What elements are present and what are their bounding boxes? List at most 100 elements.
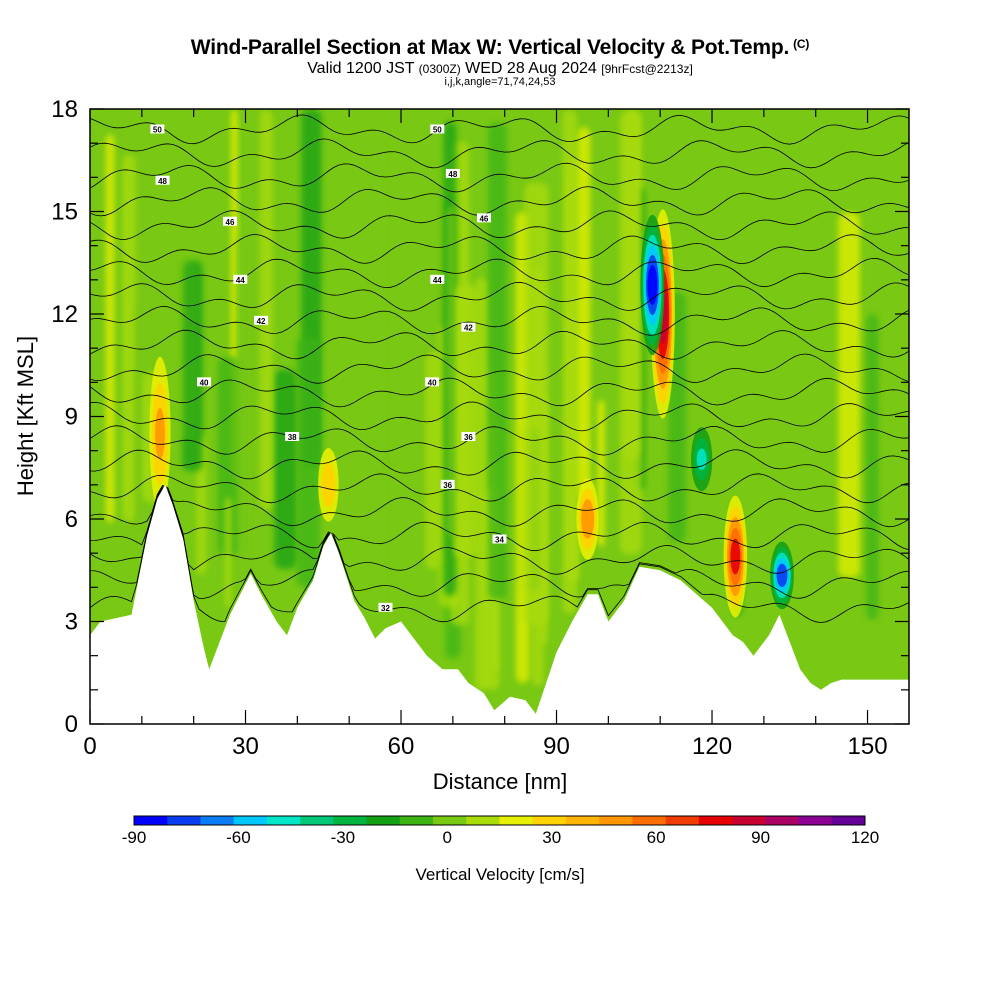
copyright-mark: (C) <box>793 37 810 51</box>
plot-area: 32 34 36 36 38 40 40 42 42 44 44 46 46 48 48 50 50 <box>90 109 909 724</box>
x-tick-label: 90 <box>543 733 570 760</box>
theta-contour-line <box>90 377 909 408</box>
theta-label: 44 <box>433 276 442 285</box>
theta-contour-line <box>90 487 909 575</box>
colorbar-swatch <box>366 816 401 825</box>
theta-label: 42 <box>257 317 266 326</box>
theta-label: 36 <box>464 433 473 442</box>
updraft-core <box>155 407 165 460</box>
colorbar-swatch <box>399 816 434 825</box>
velocity-band <box>105 134 115 523</box>
theta-label-bg <box>461 322 476 332</box>
velocity-band <box>259 109 273 510</box>
colorbar <box>133 815 866 826</box>
axis-ticks <box>89 108 909 725</box>
colorbar-swatch <box>333 816 367 825</box>
colorbar-tick-label: -90 <box>122 828 147 847</box>
theta-label-bg <box>492 534 507 544</box>
theta-contour-line <box>90 473 909 504</box>
theta-contour-line <box>90 401 909 432</box>
theta-label-bg <box>222 216 237 226</box>
velocity-band <box>182 260 203 472</box>
colorbar-label: Vertical Velocity [cm/s] <box>415 865 584 884</box>
velocity-band <box>624 109 640 459</box>
y-tick-label: 15 <box>51 199 78 226</box>
theta-label-bg <box>430 124 445 134</box>
velocity-band <box>577 126 591 498</box>
velocity-band <box>196 435 207 576</box>
theta-contour-line <box>90 449 909 480</box>
theta-label: 36 <box>443 481 452 490</box>
theta-contour-line <box>90 489 909 623</box>
x-tick-label: 120 <box>692 733 732 760</box>
velocity-band <box>488 122 508 600</box>
theta-contour-line <box>90 281 909 312</box>
colorbar-swatch <box>266 816 301 825</box>
theta-contour-line <box>90 488 909 599</box>
x-tick-label: 0 <box>83 733 96 760</box>
theta-contour-line <box>90 425 909 456</box>
theta-label-bg <box>254 315 269 325</box>
theta-contour-line <box>90 257 909 289</box>
colorbar-swatch <box>665 816 700 825</box>
theta-label: 34 <box>495 536 504 545</box>
theta-contour-line <box>90 486 909 552</box>
theta-label-bg <box>233 274 248 284</box>
y-tick-label: 0 <box>65 711 78 738</box>
colorbar-tick-label: -60 <box>226 828 251 847</box>
theta-label: 40 <box>428 378 437 387</box>
colorbar-swatch <box>565 816 600 825</box>
velocity-band <box>866 313 879 620</box>
theta-label-bg <box>476 213 491 223</box>
chart-valid-time: Valid 1200 JST (0300Z) WED 28 Aug 2024 [… <box>307 60 693 77</box>
theta-label: 46 <box>226 218 235 227</box>
theta-contour-line <box>90 353 909 384</box>
theta-label-bg <box>378 602 393 612</box>
x-tick-label: 30 <box>232 733 259 760</box>
y-tick-label: 6 <box>65 506 78 533</box>
theta-label-bg <box>425 377 440 387</box>
colorbar-swatch <box>798 816 833 825</box>
chart-title: Wind-Parallel Section at Max W: Vertical… <box>190 36 810 59</box>
velocity-band <box>562 109 577 614</box>
x-tick-label: 60 <box>388 733 415 760</box>
theta-label-bg <box>150 124 165 134</box>
theta-contour-line <box>90 162 909 193</box>
x-axis-label: Distance [nm] <box>433 769 568 794</box>
y-axis-label: Height [Kft MSL] <box>13 336 38 496</box>
chart-grid-indices: i,j,k,angle=71,74,24,53 <box>444 76 556 88</box>
velocity-band <box>371 142 385 625</box>
y-tick-label: 18 <box>51 96 78 123</box>
theta-contour-line <box>90 305 909 336</box>
y-tick-label: 3 <box>65 609 78 636</box>
velocity-band <box>597 399 605 548</box>
velocity-band <box>122 154 136 523</box>
theta-contour-line <box>90 186 909 217</box>
colorbar-tick-label: 90 <box>751 828 770 847</box>
velocity-band <box>425 351 442 570</box>
colorbar-frame <box>133 815 866 826</box>
theta-label-bg <box>440 479 455 489</box>
colorbar-swatch <box>233 816 268 825</box>
colorbar-tick-label: 120 <box>851 828 879 847</box>
updraft-core <box>730 538 741 575</box>
colorbar-swatch <box>599 816 633 825</box>
x-tick-label: 150 <box>848 733 888 760</box>
theta-contour-line <box>90 114 909 145</box>
downdraft-core <box>647 264 658 306</box>
velocity-band <box>474 277 489 691</box>
colorbar-swatch <box>765 816 799 825</box>
theta-label-bg <box>461 432 476 441</box>
velocity-band <box>274 369 297 569</box>
downdraft-core <box>776 563 788 588</box>
theta-label: 50 <box>433 126 442 135</box>
velocity-band <box>446 206 455 537</box>
theta-label: 40 <box>200 378 209 387</box>
colorbar-swatch <box>532 816 567 825</box>
theta-label: 48 <box>158 177 167 186</box>
colorbar-swatch <box>134 816 168 825</box>
colorbar-swatch <box>831 816 866 825</box>
colorbar-tick-label: 30 <box>542 828 561 847</box>
theta-label: 48 <box>448 170 457 179</box>
